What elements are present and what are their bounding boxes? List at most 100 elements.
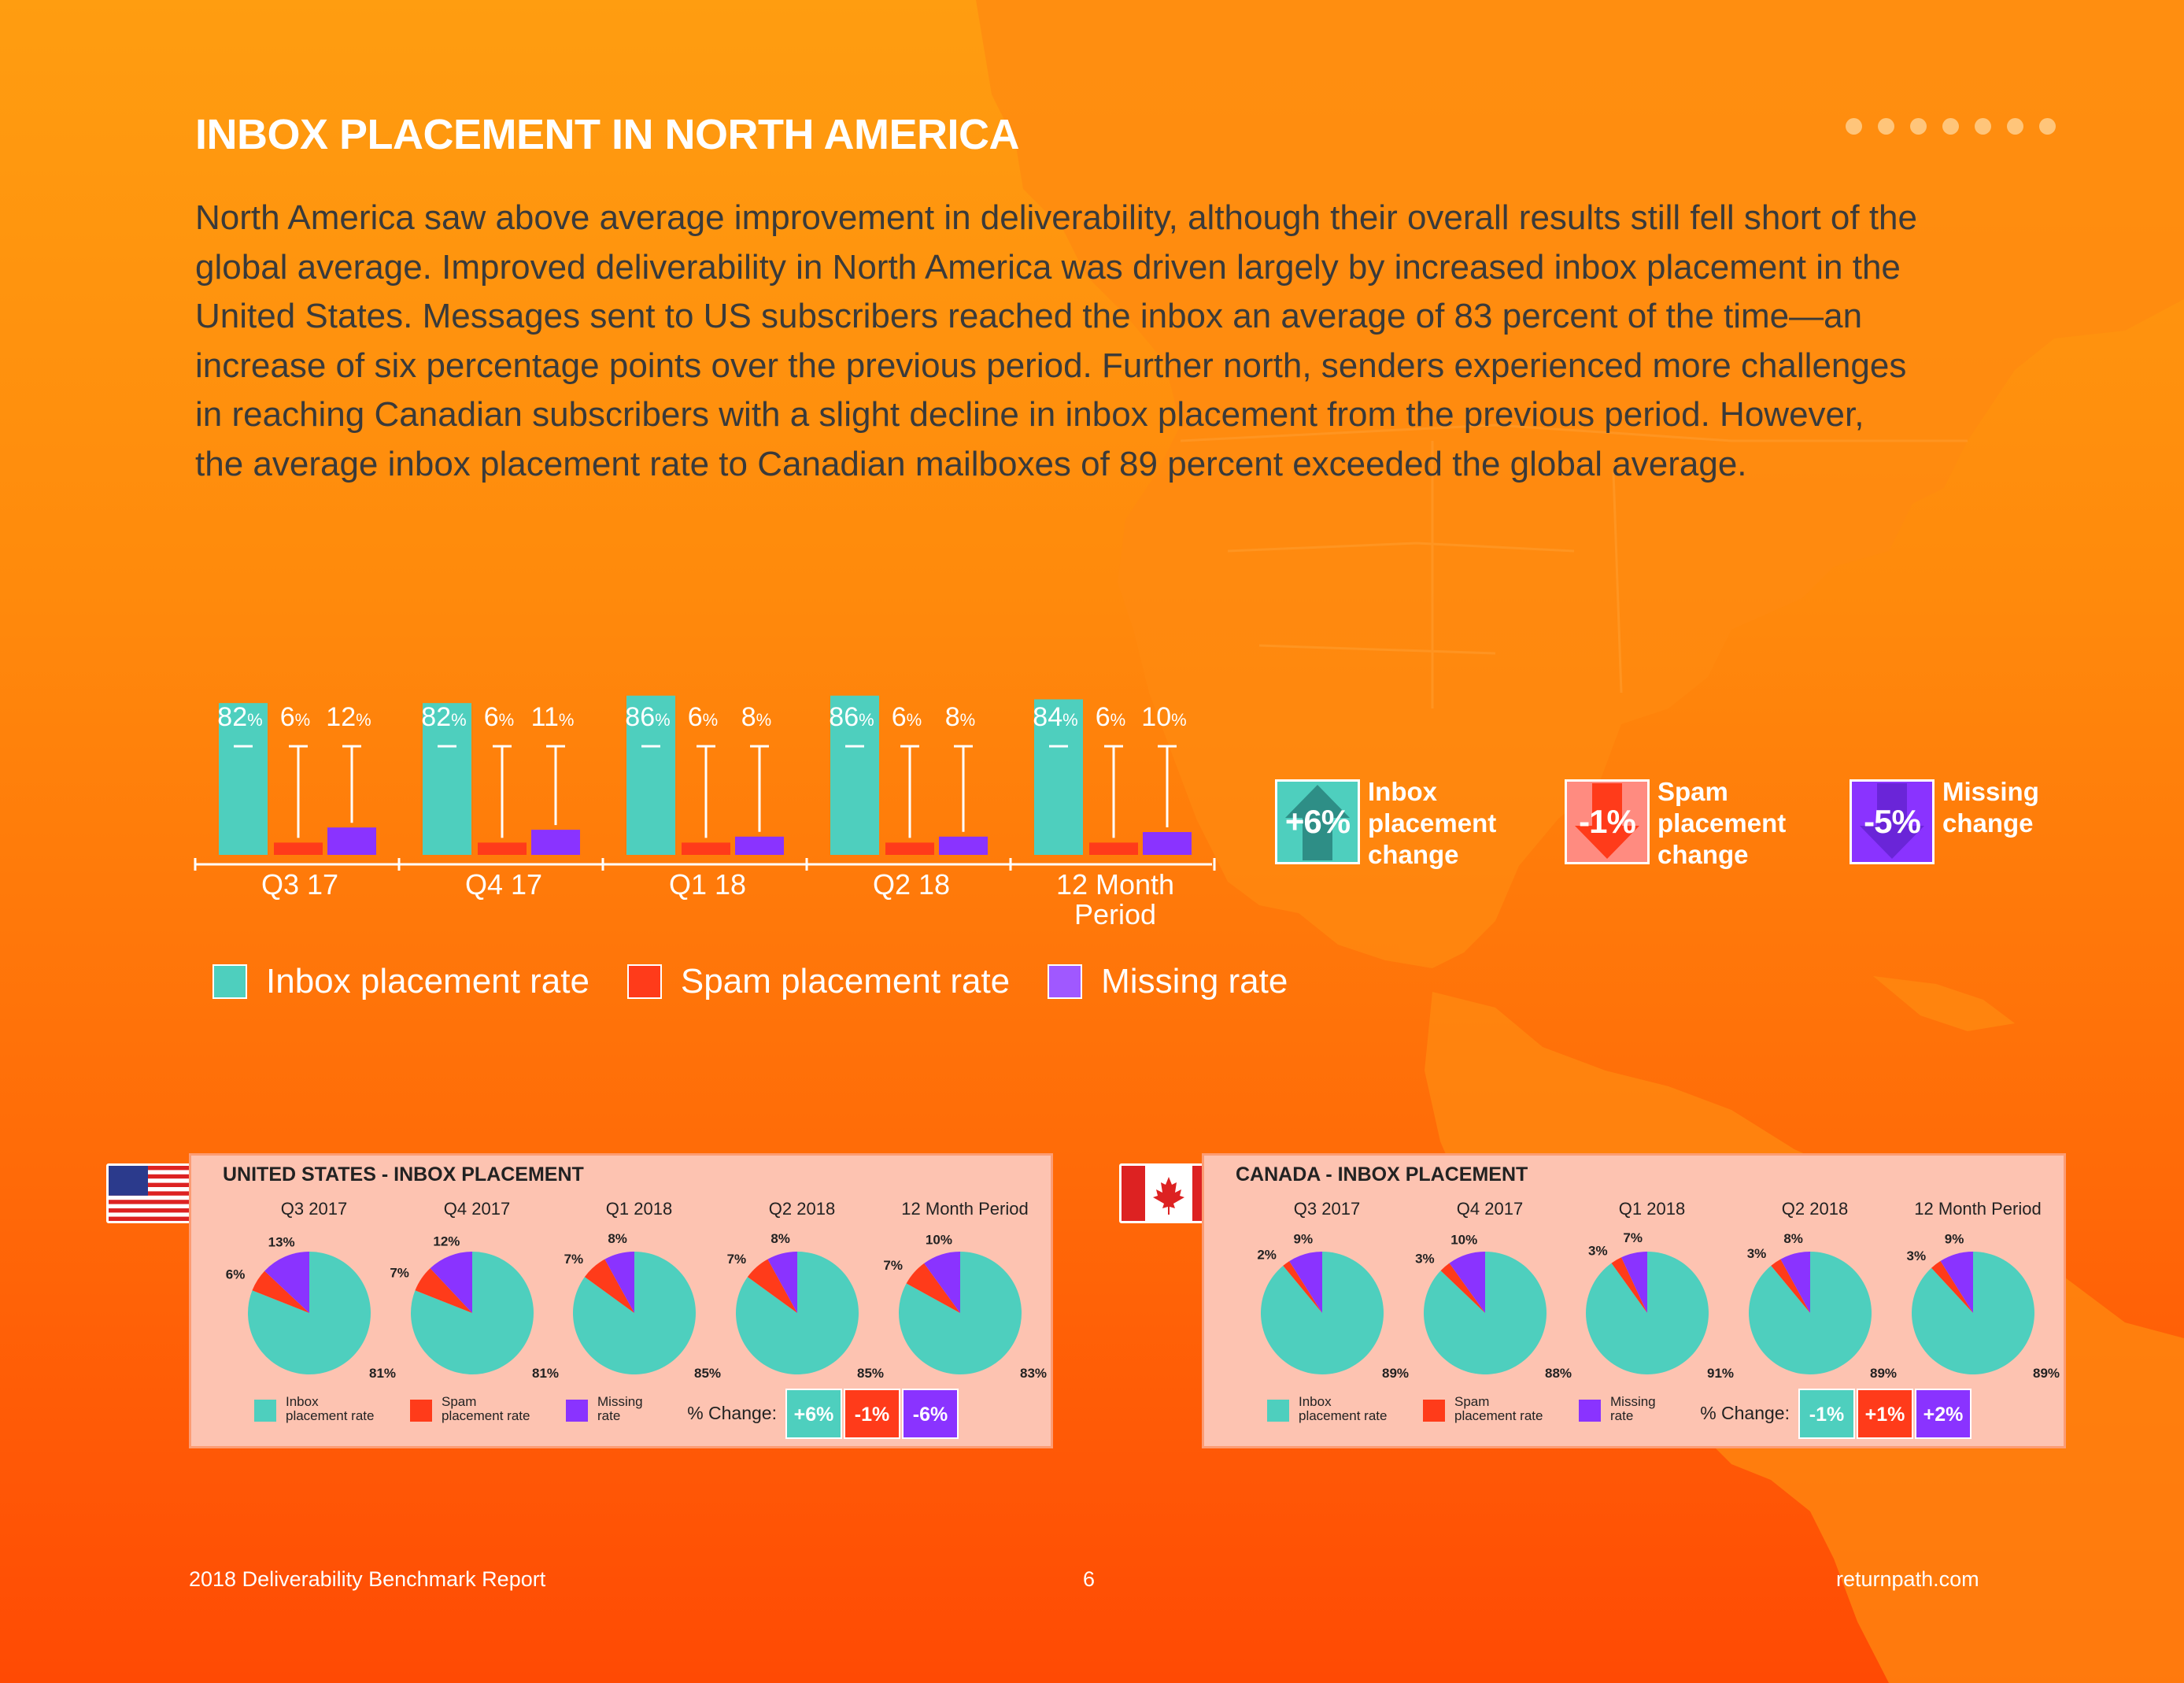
us-pie-label-spam-3: 7%	[727, 1252, 747, 1267]
kpi-spam-change: -1% Spam placement change	[1565, 777, 1786, 871]
bar-spam-1	[478, 842, 527, 855]
us-pie-slice-missing-0	[264, 1252, 309, 1313]
ca-pie-slice-spam-4	[1931, 1260, 1973, 1313]
kpi-missing-box: -5%	[1850, 779, 1935, 864]
ca-pie-legend-sublabel-spam: placement rate	[1454, 1408, 1543, 1423]
canada-panel-title: CANADA - INBOX PLACEMENT	[1236, 1163, 1528, 1185]
arrow-down-icon	[1575, 783, 1639, 859]
bar-label-inbox-1: 82%	[421, 702, 466, 732]
ca-pie-title-1: Q4 2017	[1457, 1199, 1523, 1219]
legend-swatch-inbox	[212, 964, 247, 999]
footer-site-link[interactable]: returnpath.com	[1836, 1567, 1979, 1591]
arrow-down-icon	[1860, 783, 1924, 859]
kpi-spam-box: -1%	[1565, 779, 1650, 864]
canada-pie-charts: Q3 2017 89% 2% 9% Q4 2017 88% 3% 10% Q1 2018 91% 3…	[1257, 1199, 2060, 1439]
ca-pie-slice-missing-0	[1289, 1252, 1322, 1313]
legend-label-inbox: Inbox placement rate	[266, 962, 589, 1001]
us-change-value-spam: -1%	[855, 1404, 889, 1426]
us-change-box-inbox	[785, 1389, 842, 1439]
us-pie-legend-label-inbox: Inbox	[286, 1394, 319, 1409]
dot	[2039, 118, 2056, 135]
us-pie-title-1: Q4 2017	[444, 1199, 510, 1219]
legend-swatch-missing	[1048, 964, 1083, 999]
bar-spam-0	[274, 842, 323, 855]
us-pie-label-spam-0: 6%	[226, 1267, 246, 1282]
legend-item-missing: Missing rate	[1048, 962, 1288, 1001]
ca-pie-label-spam-0: 2%	[1257, 1248, 1277, 1263]
us-pie-label-inbox-2: 85%	[694, 1366, 721, 1381]
legend-swatch-spam	[626, 964, 662, 999]
us-pie-slice-missing-4	[924, 1252, 960, 1313]
canada-flag	[1119, 1163, 1218, 1223]
us-pie-label-spam-4: 7%	[883, 1258, 903, 1273]
x-tick-label-4: 12 Month	[1056, 868, 1174, 901]
ca-pie-label-missing-1: 10%	[1450, 1233, 1477, 1248]
us-change-box-spam	[844, 1389, 900, 1439]
ca-pie-title-4: 12 Month Period	[1914, 1199, 2041, 1219]
bar-label-missing-3: 8%	[945, 702, 975, 732]
bar-label-spam-0: 6%	[280, 702, 310, 732]
x-tick-label-2: Q1 18	[669, 868, 746, 901]
footer-report: 2018 Deliverability Benchmark Report	[189, 1567, 546, 1591]
us-pie-title-4: 12 Month Period	[901, 1199, 1028, 1219]
ca-pie-title-3: Q2 2018	[1782, 1199, 1848, 1219]
dot	[1910, 118, 1927, 135]
bar-inbox-0	[219, 703, 268, 855]
ca-pie-label-spam-3: 3%	[1747, 1246, 1767, 1261]
bar-label-inbox-3: 86%	[829, 702, 874, 732]
us-pie-label-spam-2: 7%	[564, 1252, 584, 1267]
us-pie-slice-spam-1	[415, 1268, 472, 1313]
bar-spam-3	[885, 842, 934, 855]
us-pie-slice-spam-2	[584, 1259, 634, 1313]
bar-missing-2	[735, 836, 784, 855]
ca-pie-label-spam-2: 3%	[1588, 1244, 1608, 1259]
page-title: INBOX PLACEMENT IN NORTH AMERICA	[195, 111, 1020, 158]
ca-pie-slice-spam-0	[1283, 1261, 1322, 1313]
bar-label-inbox-2: 86%	[625, 702, 670, 732]
us-pie-title-2: Q1 2018	[606, 1199, 672, 1219]
dot	[1942, 118, 1959, 135]
kpi-inbox-value: +6%	[1284, 803, 1351, 840]
us-pie-legend-sublabel-missing: rate	[597, 1408, 620, 1423]
us-change-value-inbox: +6%	[794, 1404, 834, 1426]
us-pie-panel: UNITED STATES - INBOX PLACEMENT Q3 2017 8…	[189, 1153, 1053, 1448]
ca-pie-legend-sublabel-inbox: placement rate	[1299, 1408, 1387, 1423]
bar-inbox-1	[423, 703, 471, 855]
us-pie-label-inbox-4: 83%	[1020, 1366, 1047, 1381]
kpi-missing-change: -5% Missing change	[1850, 777, 2039, 864]
bar-spam-4	[1089, 842, 1138, 855]
us-pie-title-0: Q3 2017	[281, 1199, 347, 1219]
us-pie-title-3: Q2 2018	[769, 1199, 835, 1219]
dot	[1878, 118, 1894, 135]
bar-label-inbox-0: 82%	[217, 702, 262, 732]
us-change-value-missing: -6%	[913, 1404, 948, 1426]
ca-pie-label-inbox-3: 89%	[1870, 1366, 1897, 1381]
ca-pie-legend-sublabel-missing: rate	[1610, 1408, 1633, 1423]
ca-change-box-missing	[1915, 1389, 1972, 1439]
kpi-missing-label: Missing change	[1942, 777, 2039, 838]
us-pie-slice-missing-2	[604, 1252, 634, 1313]
us-pie-label-inbox-1: 81%	[532, 1366, 559, 1381]
bar-missing-0	[327, 827, 376, 855]
ca-pie-legend-swatch-inbox	[1267, 1400, 1289, 1422]
us-change-label: % Change:	[687, 1403, 777, 1423]
ca-change-box-spam	[1857, 1389, 1913, 1439]
x-tick-label-3: Q2 18	[873, 868, 950, 901]
kpi-spam-value: -1%	[1579, 803, 1636, 840]
ca-pie-slice-spam-2	[1611, 1257, 1647, 1313]
bar-label-missing-4: 10%	[1141, 702, 1186, 732]
ca-change-box-inbox	[1798, 1389, 1855, 1439]
ca-pie-label-spam-1: 3%	[1415, 1252, 1435, 1267]
us-pie-label-missing-3: 8%	[770, 1231, 790, 1246]
us-pie-label-missing-4: 10%	[926, 1233, 952, 1248]
legend-item-spam: Spam placement rate	[626, 962, 1010, 1001]
kpi-inbox-change: +6% Inbox placement change	[1275, 777, 1496, 871]
bar-inbox-4	[1034, 699, 1083, 855]
us-pie-label-inbox-3: 85%	[857, 1366, 884, 1381]
us-pie-label-spam-1: 7%	[390, 1265, 409, 1280]
x-tick-label-0: Q3 17	[261, 868, 338, 901]
ca-change-label: % Change:	[1700, 1403, 1790, 1423]
bar-missing-1	[531, 830, 580, 855]
ca-change-value-missing: +2%	[1923, 1404, 1964, 1426]
kpi-inbox-box: +6%	[1275, 779, 1360, 864]
